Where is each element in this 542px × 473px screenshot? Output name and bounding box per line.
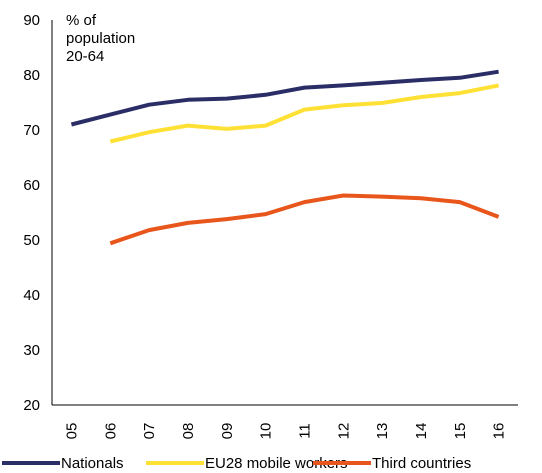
series-line-eu28-mobile-workers xyxy=(109,83,499,144)
y-tick-label: 40 xyxy=(23,287,40,304)
x-tick-label: 13 xyxy=(374,423,391,440)
x-tick-label: 14 xyxy=(413,423,430,440)
y-tick-labels: 20 30 40 50 60 70 80 90 xyxy=(23,12,40,414)
legend-label: EU28 mobile workers xyxy=(205,455,348,472)
x-tick-label: 12 xyxy=(335,423,352,440)
x-tick-labels: 05 06 07 08 09 10 11 12 13 14 15 16 xyxy=(63,423,507,440)
x-tick-label: 11 xyxy=(296,423,313,439)
x-tick-label: 07 xyxy=(141,423,158,440)
y-tick-label: 70 xyxy=(23,122,40,139)
series-line-third-countries xyxy=(109,193,500,246)
x-tick-label: 10 xyxy=(258,423,275,440)
x-tick-label: 15 xyxy=(452,423,469,440)
y-axis-label: % of population 20-64 xyxy=(66,12,139,65)
series-line-nationals xyxy=(70,69,499,127)
y-tick-label: 50 xyxy=(23,232,40,249)
legend-label: Nationals xyxy=(61,455,124,472)
y-tick-label: 20 xyxy=(23,397,40,414)
x-tick-label: 06 xyxy=(102,423,119,440)
y-tick-label: 60 xyxy=(23,177,40,194)
x-tick-label: 09 xyxy=(219,423,236,440)
y-tick-label: 90 xyxy=(23,12,40,29)
x-tick-label: 16 xyxy=(491,423,508,440)
x-tick-label: 08 xyxy=(180,423,197,440)
legend-label: Third countries xyxy=(372,455,471,472)
x-tick-label: 05 xyxy=(63,423,80,440)
series-lines xyxy=(70,69,500,246)
legend: Nationals EU28 mobile workers Third countr… xyxy=(2,455,471,472)
y-tick-label: 80 xyxy=(23,67,40,84)
y-tick-label: 30 xyxy=(23,342,40,359)
